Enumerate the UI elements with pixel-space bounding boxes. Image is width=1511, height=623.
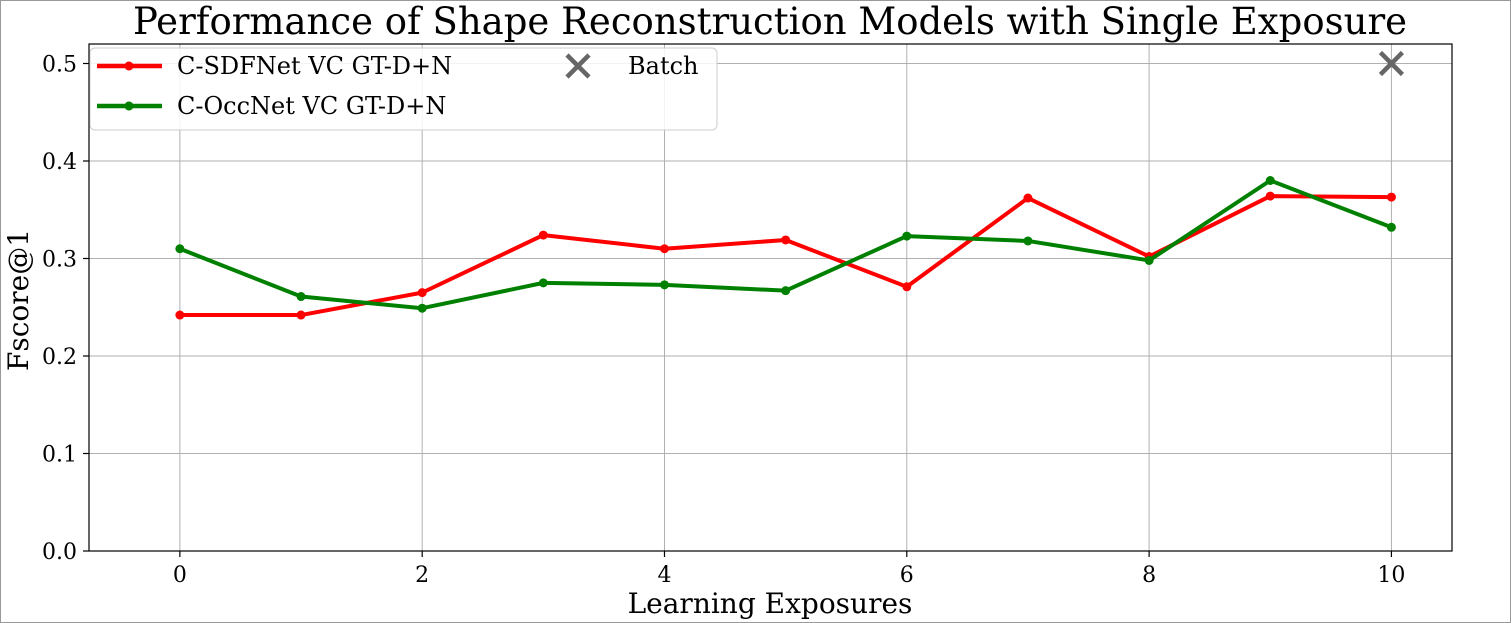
series-0-point	[781, 235, 791, 245]
x-tick-label: 4	[657, 563, 671, 588]
x-tick-label: 8	[1142, 563, 1156, 588]
legend-entry-0: C-SDFNet VC GT-D+N	[97, 52, 452, 80]
series-1-point	[538, 278, 548, 288]
series-0-point	[1265, 191, 1275, 201]
series-1-point	[296, 292, 306, 302]
series-1-point	[175, 244, 185, 254]
legend-entry-batch: Batch	[565, 52, 699, 80]
series-0-point	[296, 310, 306, 320]
series-0-point	[417, 288, 427, 298]
series-1-point	[659, 280, 669, 290]
y-tick-label: 0.5	[42, 53, 77, 78]
legend: C-SDFNet VC GT-D+N C-OccNet VC GT-D+N Batc…	[89, 47, 718, 131]
legend-batch-symbol	[565, 53, 591, 79]
y-axis-label: Fscore@1	[2, 229, 35, 371]
x-tick-label: 10	[1377, 563, 1405, 588]
legend-entry-1: C-OccNet VC GT-D+N	[97, 92, 446, 120]
series-1-point	[781, 286, 791, 296]
series-1-point	[1023, 236, 1033, 246]
series-0-point	[1023, 193, 1033, 203]
x-tick-label: 6	[900, 563, 914, 588]
x-axis-ticks: 0 2 4 6 8 10	[173, 551, 1405, 588]
series-layer	[175, 176, 1396, 320]
plot-area-frame	[88, 43, 1453, 552]
series-1-point	[1386, 222, 1396, 232]
series-1-point	[902, 231, 912, 241]
legend-label: C-SDFNet VC GT-D+N	[177, 52, 452, 80]
series-1-point	[1144, 255, 1154, 265]
series-1-point	[1265, 176, 1275, 185]
series-0-point	[1386, 192, 1396, 202]
y-tick-label: 0.2	[42, 345, 77, 370]
legend-swatch-point	[124, 61, 134, 71]
series-0-point	[902, 282, 912, 292]
y-tick-label: 0.0	[42, 540, 77, 565]
y-tick-label: 0.4	[42, 150, 77, 175]
series-0-point	[538, 230, 548, 240]
x-axis-label: Learning Exposures	[628, 587, 913, 620]
legend-label: Batch	[628, 52, 699, 80]
y-tick-label: 0.3	[42, 248, 77, 273]
y-tick-label: 0.1	[42, 443, 77, 468]
x-tick-label: 2	[415, 563, 429, 588]
series-0-point	[175, 310, 185, 320]
x-tick-label: 0	[173, 563, 187, 588]
legend-swatch-point	[124, 101, 134, 111]
chart-title: Performance of Shape Reconstruction Mode…	[133, 0, 1407, 43]
y-axis-ticks: 0.0 0.1 0.2 0.3 0.4 0.5	[42, 53, 89, 565]
series-1-point	[417, 303, 427, 313]
legend-label: C-OccNet VC GT-D+N	[177, 92, 446, 120]
legend-box	[89, 47, 718, 131]
series-0-point	[659, 244, 669, 254]
marker-layer	[1378, 50, 1405, 77]
batch-marker	[1378, 50, 1405, 77]
